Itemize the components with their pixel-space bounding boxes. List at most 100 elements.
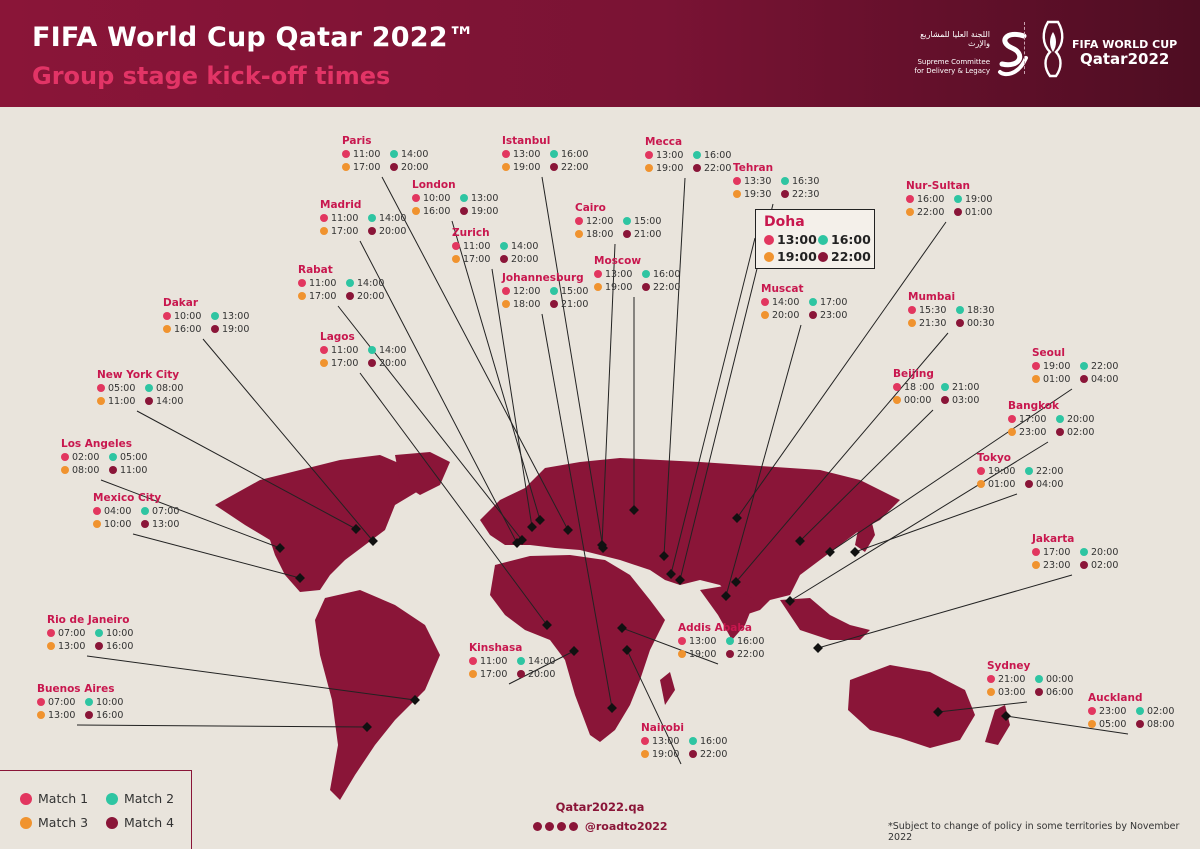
instagram-icon[interactable] bbox=[545, 822, 554, 831]
kickoff-time: 19:00 bbox=[513, 162, 541, 173]
match1-ball-icon bbox=[342, 150, 350, 158]
leader-line-buenos-aires bbox=[76, 724, 368, 728]
match1-ball-icon bbox=[906, 195, 914, 203]
city-istanbul: Istanbul 13:00 16:00 19:00 22:00 bbox=[502, 135, 598, 175]
youtube-icon[interactable] bbox=[569, 822, 578, 831]
kickoff-time: 13:00 bbox=[656, 150, 684, 161]
time-row: 01:00 04:00 bbox=[1032, 374, 1128, 387]
match2-ball-icon bbox=[517, 657, 525, 665]
twitter-icon[interactable] bbox=[557, 822, 566, 831]
kickoff-time: 03:00 bbox=[952, 395, 980, 406]
match2-ball-icon bbox=[460, 194, 468, 202]
match3-ball-icon bbox=[412, 207, 420, 215]
match2-ball-icon bbox=[941, 383, 949, 391]
match4-time: 03:00 bbox=[941, 395, 989, 406]
city-marker-london bbox=[535, 515, 545, 525]
match1-time: 04:00 bbox=[93, 506, 141, 517]
match4-ball-icon bbox=[390, 163, 398, 171]
kickoff-time: 21:00 bbox=[561, 299, 589, 310]
city-name: Kinshasa bbox=[469, 642, 523, 654]
city-marker-rabat bbox=[517, 535, 527, 545]
kickoff-time: 17:00 bbox=[1019, 414, 1047, 425]
match1-time: 13:00 bbox=[502, 149, 550, 160]
sc-mark-icon bbox=[998, 32, 1028, 77]
match2-time: 16:00 bbox=[642, 269, 690, 280]
city-name: Paris bbox=[342, 135, 372, 147]
kickoff-time: 20:00 bbox=[772, 310, 800, 321]
match2-time: 13:00 bbox=[211, 311, 259, 322]
city-marker-johannesburg bbox=[607, 703, 617, 713]
leader-line-lagos bbox=[359, 372, 548, 626]
city-moscow: Moscow 13:00 16:00 19:00 22:00 bbox=[594, 255, 690, 295]
match2-ball-icon bbox=[818, 235, 828, 245]
match1-time: 13:00 bbox=[594, 269, 642, 280]
match1-time: 11:00 bbox=[342, 149, 390, 160]
social-handle[interactable]: @roadto2022 bbox=[584, 820, 668, 833]
website-link[interactable]: Qatar2022.qa bbox=[555, 800, 645, 814]
match2-ball-icon bbox=[956, 306, 964, 314]
match1-ball-icon bbox=[1032, 362, 1040, 370]
match1-time: 13:00 bbox=[645, 150, 693, 161]
kickoff-time: 18:00 bbox=[586, 229, 614, 240]
time-row: 07:00 10:00 bbox=[47, 628, 143, 641]
kickoff-time: 18:00 bbox=[513, 299, 541, 310]
match4-time: 23:00 bbox=[809, 310, 857, 321]
match2-time: 16:30 bbox=[781, 176, 829, 187]
match4-time: 20:00 bbox=[346, 291, 394, 302]
kickoff-time: 10:00 bbox=[106, 628, 134, 639]
leader-line-jakarta bbox=[817, 574, 1073, 649]
match4-ball-icon bbox=[1056, 428, 1064, 436]
leader-line-mexico-city bbox=[132, 533, 301, 579]
time-row: 11:00 14:00 bbox=[298, 278, 394, 291]
match1-time: 10:00 bbox=[412, 193, 460, 204]
match3-ball-icon bbox=[342, 163, 350, 171]
city-marker-mumbai bbox=[731, 577, 741, 587]
kickoff-time: 20:00 bbox=[528, 669, 556, 680]
se-asia-landmass bbox=[780, 598, 870, 640]
match4-time: 20:00 bbox=[500, 254, 548, 265]
kickoff-time: 18 :00 bbox=[904, 382, 935, 393]
leader-line-johannesburg bbox=[541, 313, 613, 709]
match1-ball-icon bbox=[893, 383, 901, 391]
city-seoul: Seoul 19:00 22:00 01:00 04:00 bbox=[1032, 347, 1128, 387]
city-mecca: Mecca 13:00 16:00 19:00 22:00 bbox=[645, 136, 741, 176]
match4-ball-icon bbox=[941, 396, 949, 404]
page-subtitle: Group stage kick-off times bbox=[32, 62, 391, 90]
kickoff-time: 10:00 bbox=[96, 697, 124, 708]
match3-time: 00:00 bbox=[893, 395, 941, 406]
match4-time: 22:00 bbox=[550, 162, 598, 173]
match2-ball-icon bbox=[390, 150, 398, 158]
match3-ball-icon bbox=[163, 325, 171, 333]
match4-time: 22:00 bbox=[726, 649, 774, 660]
match1-ball-icon bbox=[298, 279, 306, 287]
time-row: 10:00 13:00 bbox=[163, 311, 259, 324]
city-marker-mecca bbox=[659, 551, 669, 561]
match1-ball-icon bbox=[20, 793, 32, 805]
facebook-icon[interactable] bbox=[533, 822, 542, 831]
leader-line-mumbai bbox=[735, 332, 949, 583]
leader-line-new-york-city bbox=[136, 410, 357, 530]
city-rabat: Rabat 11:00 14:00 17:00 20:00 bbox=[298, 264, 394, 304]
time-row: 18:00 21:00 bbox=[502, 299, 598, 312]
continents bbox=[215, 452, 1010, 800]
time-row: 19:00 22:00 bbox=[1032, 361, 1128, 374]
city-marker-addis-ababa bbox=[617, 623, 627, 633]
match2-ball-icon bbox=[500, 242, 508, 250]
match4-ball-icon bbox=[500, 255, 508, 263]
kickoff-time: 13:30 bbox=[744, 176, 772, 187]
kickoff-time: 14:00 bbox=[357, 278, 385, 289]
kickoff-time: 13:00 bbox=[48, 710, 76, 721]
match1-time: 13:00 bbox=[641, 736, 689, 747]
match3-time: 19:00 bbox=[641, 749, 689, 760]
kickoff-time: 17:00 bbox=[463, 254, 491, 265]
header-banner: FIFA World Cup Qatar 2022™ Group stage k… bbox=[0, 0, 1200, 107]
match3-time: 13:00 bbox=[37, 710, 85, 721]
kickoff-time: 13:00 bbox=[222, 311, 250, 322]
match3-time: 16:00 bbox=[412, 206, 460, 217]
match4-ball-icon bbox=[809, 311, 817, 319]
match3-time: 17:00 bbox=[320, 358, 368, 369]
city-marker-kinshasa bbox=[569, 646, 579, 656]
kickoff-time: 16:00 bbox=[737, 636, 765, 647]
kickoff-time: 17:00 bbox=[331, 358, 359, 369]
